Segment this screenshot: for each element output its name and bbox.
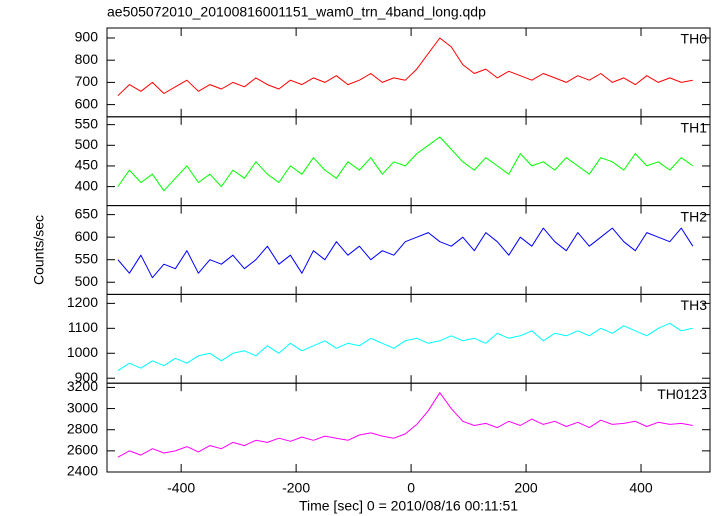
y-tick-label: 1200 bbox=[67, 294, 98, 310]
y-tick-label: 550 bbox=[75, 115, 99, 131]
y-tick-label: 1100 bbox=[68, 319, 98, 335]
y-tick-label: 700 bbox=[75, 73, 99, 89]
y-tick-label: 650 bbox=[75, 205, 99, 221]
panel-frame bbox=[106, 382, 711, 473]
y-tick-label: 900 bbox=[75, 369, 99, 385]
data-line bbox=[117, 136, 694, 192]
y-tick-label: 500 bbox=[75, 273, 99, 289]
panel-frame bbox=[106, 205, 711, 295]
x-tick-label: -400 bbox=[167, 480, 195, 496]
y-axis-label: Counts/sec bbox=[31, 215, 47, 285]
x-tick-label: -200 bbox=[282, 480, 310, 496]
data-line bbox=[117, 322, 693, 372]
y-tick-label: 550 bbox=[75, 250, 99, 266]
y-tick-label: 3200 bbox=[67, 378, 98, 394]
panel-frame bbox=[106, 27, 711, 118]
x-tick-label: 0 bbox=[407, 480, 415, 496]
y-tick-label: 2400 bbox=[67, 463, 98, 479]
y-tick-label: 900 bbox=[75, 29, 99, 45]
y-tick-label: 1000 bbox=[67, 344, 98, 360]
series-label: TH0123 bbox=[657, 386, 707, 402]
series-label: TH1 bbox=[681, 120, 708, 136]
x-tick-label: 400 bbox=[629, 480, 653, 496]
y-tick-label: 500 bbox=[75, 136, 99, 152]
y-tick-label: 600 bbox=[75, 95, 99, 111]
x-axis-label: Time [sec] 0 = 2010/08/16 00:11:51 bbox=[299, 498, 518, 514]
x-tick-label: 200 bbox=[514, 480, 538, 496]
y-tick-label: 450 bbox=[75, 157, 99, 173]
panel-frame bbox=[106, 116, 711, 207]
y-tick-label: 2800 bbox=[67, 420, 98, 436]
data-line bbox=[117, 392, 693, 458]
series-label: TH0 bbox=[681, 31, 708, 47]
data-line bbox=[117, 227, 694, 279]
y-tick-label: 3000 bbox=[67, 399, 98, 415]
y-tick-label: 600 bbox=[75, 228, 99, 244]
panel-frame bbox=[106, 293, 711, 384]
series-label: TH2 bbox=[681, 208, 708, 224]
y-tick-label: 800 bbox=[75, 51, 99, 67]
chart-title: ae505072010_20100816001151_wam0_trn_4ban… bbox=[107, 4, 486, 20]
series-label: TH3 bbox=[681, 297, 708, 313]
y-tick-label: 2600 bbox=[67, 442, 98, 458]
y-tick-label: 400 bbox=[75, 177, 99, 193]
data-line bbox=[117, 37, 693, 97]
